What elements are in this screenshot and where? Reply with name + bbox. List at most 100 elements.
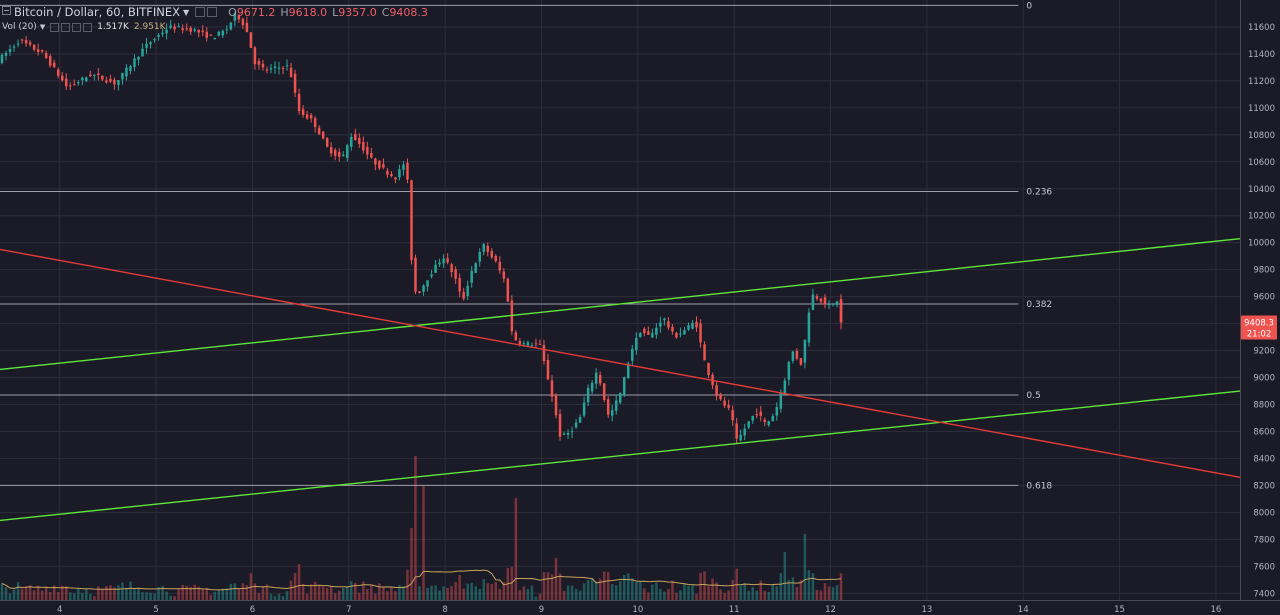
candle-body	[831, 303, 835, 305]
candle-body	[446, 258, 449, 263]
candle-body	[438, 262, 441, 265]
candle-body	[623, 377, 626, 396]
fib-level-label: 0.618	[1026, 481, 1052, 491]
x-tick-label: 9	[539, 605, 544, 615]
volume-bar	[161, 585, 164, 600]
candle-body	[245, 22, 249, 32]
candle-body	[225, 29, 229, 31]
volume-bar	[618, 581, 622, 600]
volume-bar	[269, 593, 273, 600]
candle-body	[454, 269, 457, 279]
candle-body	[177, 25, 180, 27]
candle-body	[598, 375, 602, 384]
candle-body	[333, 149, 337, 156]
volume-bar	[675, 592, 678, 600]
fibonacci-retracement[interactable]: 0 0.236 0.382 0.5 0.618	[0, 1, 1052, 491]
volume-bar	[97, 586, 100, 600]
trendlines[interactable]	[0, 237, 1241, 522]
volume-bar	[751, 586, 754, 600]
volume-bar	[659, 588, 662, 600]
candle-body	[325, 138, 329, 147]
y-tick-label: 9600	[1253, 293, 1275, 303]
candle-body	[69, 85, 72, 87]
candle-body	[759, 411, 762, 416]
volume-bar	[510, 566, 514, 600]
volume-bar	[329, 586, 333, 600]
volume-bar	[538, 593, 542, 600]
volume-bar	[309, 584, 313, 600]
volume-bar	[522, 586, 526, 600]
candle-body	[546, 359, 550, 380]
volume-bar	[651, 584, 654, 600]
volume-bar	[145, 592, 148, 600]
volume-bar	[390, 586, 393, 600]
candle-body	[771, 415, 775, 422]
candle-body	[44, 53, 48, 58]
volume-value: 1.517K	[97, 22, 129, 32]
volume-bar	[671, 580, 674, 600]
y-tick-label: 11000	[1248, 104, 1275, 114]
candle-body	[153, 39, 156, 41]
candle-body	[28, 42, 32, 45]
candle-body	[478, 252, 481, 262]
candle-body	[209, 34, 213, 36]
candle-body	[165, 29, 168, 34]
candle-body	[12, 46, 16, 48]
candle-body	[8, 48, 12, 52]
volume-bar	[406, 569, 409, 600]
open-value: 9671.2	[236, 5, 276, 19]
candle-body	[97, 73, 100, 76]
y-tick-label: 7600	[1253, 562, 1275, 572]
candle-body	[574, 422, 578, 428]
volume-bar	[743, 582, 746, 600]
fib-level-label: 0.5	[1026, 391, 1040, 401]
y-tick-label: 11200	[1248, 77, 1275, 87]
volume-bar	[643, 588, 646, 600]
volume-bar	[229, 583, 233, 600]
volume-bar	[81, 592, 84, 600]
volume-bar	[233, 583, 237, 600]
candle-body	[627, 363, 630, 379]
candle-body	[4, 52, 8, 56]
candle-body	[229, 22, 233, 30]
candle-body	[358, 138, 361, 144]
volume-bar	[285, 591, 289, 600]
volume-bar	[687, 585, 690, 600]
chevron-down-icon[interactable]: ▼	[183, 7, 190, 17]
volume-bar	[542, 572, 546, 600]
volume-bar	[514, 498, 518, 600]
volume-bar	[546, 572, 550, 600]
volume-label[interactable]: Vol (20)	[2, 22, 37, 32]
candle-body	[671, 326, 674, 332]
candle-body	[313, 118, 317, 128]
volume-bar	[56, 591, 60, 600]
candlesticks	[0, 12, 843, 443]
candle-body	[534, 343, 538, 345]
volume-bar	[647, 592, 650, 600]
volume-bar	[458, 575, 461, 600]
candle-body	[743, 428, 746, 436]
volume-bar	[374, 593, 377, 600]
volume-bar	[667, 589, 670, 600]
symbol-title[interactable]: Bitcoin / Dollar, 60, BITFINEX	[14, 5, 180, 19]
volume-bar	[28, 585, 32, 600]
y-tick-label: 8400	[1253, 454, 1275, 464]
volume-bar	[73, 593, 76, 600]
candle-body	[185, 28, 188, 30]
candle-body	[149, 42, 152, 45]
volume-bar	[36, 585, 40, 600]
candle-body	[273, 66, 277, 68]
candle-body	[695, 321, 698, 328]
volume-bar	[614, 585, 618, 600]
volume-bar	[125, 587, 128, 600]
candle-body	[16, 43, 20, 45]
volume-bar	[0, 583, 4, 600]
candle-body	[514, 332, 518, 341]
series-settings-icons[interactable]	[195, 7, 218, 17]
candle-body	[173, 26, 176, 30]
chevron-down-icon[interactable]: ▼	[39, 23, 46, 31]
candle-body	[193, 29, 196, 31]
collapse-icon[interactable]	[2, 6, 11, 15]
volume-settings-icons[interactable]	[50, 22, 93, 32]
